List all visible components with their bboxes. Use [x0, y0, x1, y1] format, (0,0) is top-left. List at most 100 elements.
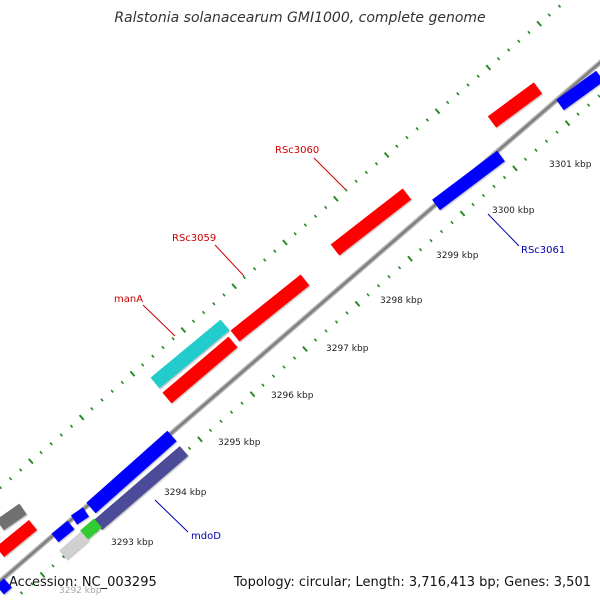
gene-bar-light[interactable]: [59, 531, 89, 560]
outer-tick-mark: [161, 345, 165, 350]
outer-tick-mark: [0, 485, 2, 490]
inner-tick-mark: [407, 255, 413, 262]
gene-label-rsc3061[interactable]: RSc3061: [521, 245, 565, 256]
outer-tick-mark: [222, 293, 226, 297]
gene-label-mdoD[interactable]: mdoD: [191, 531, 221, 542]
outer-tick-mark: [212, 302, 216, 306]
outer-tick-mark: [129, 370, 136, 377]
outer-tick-mark: [231, 283, 238, 290]
inner-tick-mark: [229, 410, 234, 414]
outer-tick-mark: [282, 239, 288, 246]
outer-tick-mark: [303, 223, 307, 227]
accession-label: Accession: NC_003295: [9, 575, 157, 590]
outer-tick-mark: [202, 310, 206, 315]
gene-bar-blue[interactable]: [556, 70, 600, 111]
gene-label-manA[interactable]: manA: [114, 294, 143, 305]
outer-tick-mark: [485, 64, 492, 71]
inner-tick-mark: [534, 148, 538, 152]
gene-gray-bar[interactable]: [0, 503, 27, 531]
outer-tick-mark: [476, 74, 480, 78]
connector-rsc3060: [313, 157, 346, 190]
gene-bar-rsc3060[interactable]: [330, 188, 412, 256]
outer-tick-mark: [446, 100, 450, 105]
gene-bar-blue[interactable]: [86, 430, 177, 514]
gene-bar-blue-small[interactable]: [70, 507, 90, 525]
connector-rsc3061: [487, 213, 520, 247]
outer-tick-mark: [8, 477, 13, 481]
outer-tick-mark: [313, 214, 318, 218]
inner-tick-mark: [187, 446, 192, 451]
inner-tick-mark: [544, 139, 549, 143]
outer-tick-mark: [180, 326, 187, 334]
outer-tick-mark: [151, 354, 155, 358]
inner-tick-mark: [334, 320, 339, 324]
inner-tick-mark: [564, 120, 571, 127]
inner-tick-mark: [39, 571, 46, 578]
gene-bar-mdoD[interactable]: [93, 446, 189, 530]
outer-tick-mark: [242, 275, 246, 280]
gene-bar-rsc3061[interactable]: [432, 150, 505, 211]
outer-tick-mark: [273, 249, 277, 253]
gene-track: [0, 70, 600, 595]
inner-tick-mark: [51, 564, 55, 568]
gene-bar-blue-edge[interactable]: [0, 578, 12, 595]
outer-tick-mark: [39, 450, 43, 455]
inner-tick-mark: [354, 300, 361, 307]
outer-tick-mark: [293, 232, 297, 236]
connector-manA: [142, 304, 176, 337]
gene-forward-bar[interactable]: [0, 519, 38, 558]
inner-tick-mark: [555, 130, 559, 134]
map-title: Ralstonia solanacearum GMI1000, complete…: [114, 10, 485, 26]
gene-label-rsc3059[interactable]: RSc3059: [172, 233, 216, 244]
outer-tick-mark: [434, 108, 441, 115]
inner-tick-mark: [282, 365, 286, 369]
outer-tick-mark: [364, 170, 368, 175]
gene-label-rsc3060[interactable]: RSc3060: [275, 145, 319, 156]
inner-tick-mark: [429, 238, 433, 243]
outer-tick-mark: [100, 398, 104, 402]
gene-bar-forward[interactable]: [487, 82, 543, 128]
outer-tick-mark: [344, 188, 348, 192]
inner-tick-mark: [61, 555, 66, 559]
tick-label-3294: 3294 kbp: [164, 488, 207, 498]
inner-tick-mark: [471, 202, 475, 207]
outer-tick-mark: [415, 127, 419, 131]
inner-tick-mark: [249, 391, 256, 398]
inner-tick-mark: [397, 265, 402, 270]
inner-tick-mark: [324, 329, 328, 333]
inner-tick-mark: [376, 284, 381, 288]
inner-tick-mark: [492, 184, 496, 189]
tick-label-3297: 3297 kbp: [326, 344, 369, 354]
outer-tick-mark: [354, 179, 358, 183]
connector-rsc3059: [214, 244, 245, 277]
gene-bar-green[interactable]: [80, 518, 102, 540]
inner-tick-mark: [197, 436, 203, 443]
genome-backbone: [0, 59, 600, 585]
gene-bar-blue-small[interactable]: [51, 520, 75, 543]
outer-tick-mark: [120, 380, 124, 385]
tick-label-3292: 3292 kbp: [59, 586, 102, 596]
inner-tick-mark: [240, 401, 244, 405]
outer-tick-mark: [110, 389, 114, 393]
outer-tick-mark: [527, 30, 531, 35]
tick-label-3301: 3301 kbp: [549, 160, 592, 170]
inner-tick-mark: [523, 157, 528, 162]
inner-tick-mark: [502, 175, 507, 180]
gene-bar-manA[interactable]: [162, 336, 238, 404]
outer-tick-mark: [263, 258, 267, 262]
outer-tick-mark: [252, 267, 257, 271]
label-connectors: [142, 157, 520, 533]
gene-bar-manA-cyan[interactable]: [150, 319, 230, 389]
inner-tick-mark: [208, 428, 213, 433]
inner-tick-mark: [459, 210, 466, 217]
outer-tick-mark: [456, 92, 460, 96]
gene-bar-rsc3059[interactable]: [230, 274, 310, 342]
inner-tick-mark: [418, 247, 423, 252]
outer-tick-mark: [191, 319, 196, 323]
genome-summary: Topology: circular; Length: 3,716,413 bp…: [233, 575, 591, 590]
tick-label-3293: 3293 kbp: [111, 538, 154, 548]
inner-tick-mark: [512, 165, 518, 172]
tick-label-3295: 3295 kbp: [218, 438, 261, 448]
